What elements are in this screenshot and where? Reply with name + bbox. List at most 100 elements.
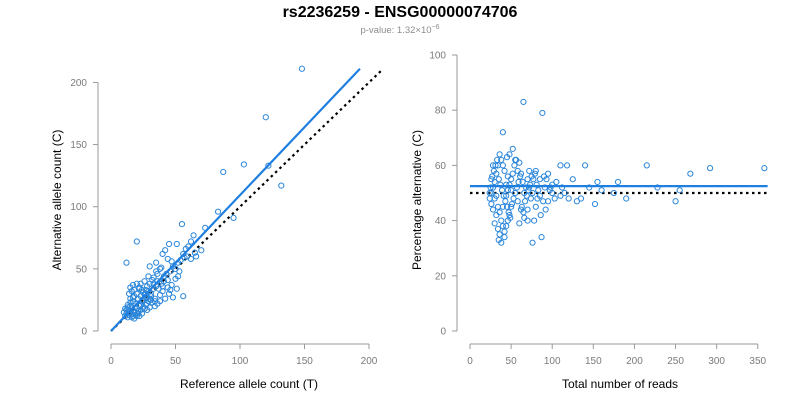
right-data-point (489, 162, 497, 169)
right-data-point (503, 181, 510, 188)
right-data-point (540, 198, 547, 205)
right-data-point (517, 173, 524, 180)
right-data-point (512, 156, 519, 163)
left-data-point (278, 182, 285, 189)
right-data-point (521, 214, 528, 221)
right-data-point (489, 184, 497, 191)
left-fit-line (110, 67, 361, 332)
right-data-point (512, 189, 519, 197)
left-data-point (120, 309, 128, 316)
right-data-point (509, 145, 516, 152)
right-data-point (489, 206, 497, 213)
right-data-point (514, 167, 521, 175)
right-data-point (494, 156, 501, 163)
left-data-point (184, 253, 191, 260)
right-y-axis-title: Percentage alternative (C) (410, 130, 424, 270)
left-data-point (173, 240, 180, 248)
left-data-point (136, 284, 143, 291)
left-data-point (145, 298, 152, 305)
right-data-point (506, 181, 513, 188)
right-data-point (514, 198, 521, 205)
right-data-point (498, 156, 505, 163)
right-data-point (623, 195, 630, 202)
left-data-point (165, 290, 173, 297)
right-data-point (521, 198, 529, 205)
right-data-point (508, 200, 516, 208)
right-data-point (565, 195, 572, 202)
right-data-point (537, 211, 544, 219)
left-data-point (193, 253, 200, 260)
right-data-point (496, 151, 503, 158)
right-data-point (534, 195, 541, 202)
left-data-point (122, 305, 129, 312)
right-y-tick-label: 80 (435, 106, 447, 117)
right-data-point (499, 162, 506, 169)
left-y-tick-label: 200 (70, 78, 87, 89)
left-y-tick-label: 100 (70, 202, 87, 213)
right-data-point (523, 192, 530, 199)
right-data-point (506, 211, 513, 219)
left-data-point (146, 263, 153, 270)
right-data-point (545, 170, 552, 177)
right-data-point (591, 200, 599, 208)
right-data-point (502, 198, 509, 205)
right-data-point (533, 181, 540, 188)
right-x-tick-label: 150 (585, 356, 602, 367)
right-data-point (505, 209, 512, 216)
right-data-point (499, 203, 506, 210)
left-data-point (180, 293, 187, 300)
right-data-point (558, 184, 566, 191)
left-data-point (165, 240, 173, 248)
right-data-point (496, 231, 503, 238)
right-data-point (489, 173, 496, 180)
left-data-point (187, 238, 195, 245)
left-data-point (214, 208, 222, 215)
left-data-point (133, 238, 140, 245)
right-data-point (516, 220, 523, 227)
right-data-point (494, 203, 502, 210)
left-x-tick-label: 100 (232, 356, 249, 367)
left-data-point (153, 259, 160, 266)
right-data-point (643, 162, 650, 169)
left-data-point (169, 294, 177, 301)
pvalue-text: p-value: 1.32×10 (360, 25, 432, 37)
right-data-point (553, 178, 560, 186)
right-data-point (569, 176, 576, 183)
right-data-point (614, 178, 622, 186)
right-data-point (531, 170, 539, 177)
right-data-point (551, 195, 558, 202)
right-data-point (486, 195, 493, 202)
right-data-point (497, 181, 504, 188)
right-x-tick-label: 250 (667, 356, 684, 367)
right-data-point (513, 184, 520, 191)
right-data-point (761, 165, 768, 172)
right-data-point (610, 189, 617, 197)
left-data-point (122, 312, 129, 320)
right-data-point (504, 187, 511, 194)
right-data-point (506, 151, 513, 158)
left-x-tick-label: 0 (108, 356, 114, 367)
right-data-point (563, 162, 571, 169)
right-data-point (543, 176, 550, 183)
right-data-point (654, 184, 661, 191)
left-data-point (240, 161, 247, 168)
left-data-point (156, 291, 164, 299)
right-data-point (598, 187, 605, 194)
right-data-point (527, 195, 534, 202)
right-data-point (561, 189, 568, 197)
left-data-point (190, 232, 197, 239)
right-x-tick-label: 50 (506, 356, 518, 367)
right-data-point (687, 170, 694, 177)
left-x-tick-label: 50 (170, 356, 182, 367)
right-data-point (488, 200, 495, 208)
right-data-point (594, 178, 601, 186)
left-data-point (164, 255, 171, 263)
right-data-point (524, 176, 531, 183)
right-data-point (582, 162, 589, 169)
left-data-point (159, 283, 166, 290)
right-data-point (520, 98, 527, 106)
left-reference-line (110, 69, 383, 332)
right-x-tick-label: 0 (467, 356, 473, 367)
